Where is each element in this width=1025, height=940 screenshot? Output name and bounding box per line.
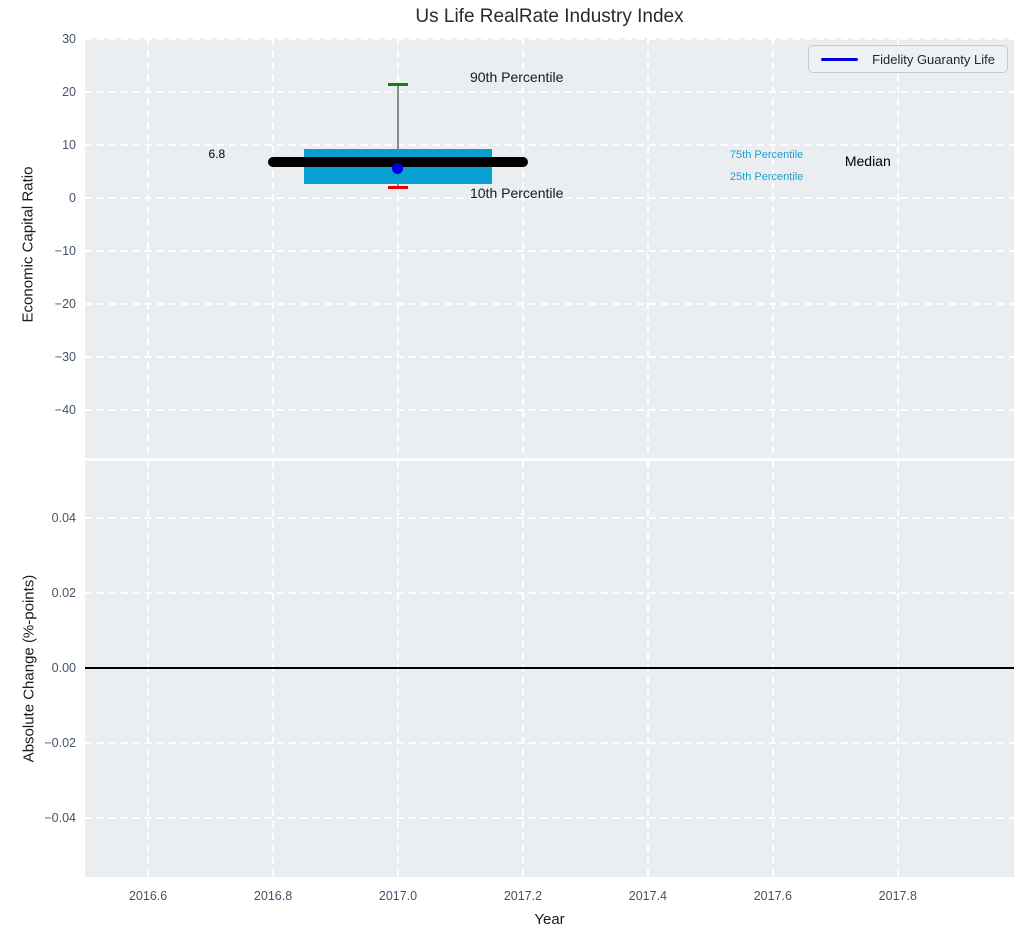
top-plot-area: 6.8 90th Percentile 10th Percentile 75th Pe…	[85, 38, 1014, 458]
top-ytick-label: −20	[54, 297, 76, 312]
gridline-horizontal	[85, 517, 1014, 520]
annotation-p25-label: 25th Percentile	[729, 170, 804, 183]
xtick-label: 2017.0	[378, 889, 418, 903]
xtick-label: 2016.8	[253, 889, 293, 903]
top-ytick-label: −40	[54, 403, 76, 418]
zero-line	[85, 667, 1014, 670]
xtick-label: 2017.8	[878, 889, 917, 903]
bottom-ytick-label: −0.02	[44, 736, 76, 751]
whisker-line	[397, 84, 399, 187]
gridline-horizontal	[85, 356, 1014, 359]
gridline-horizontal	[85, 144, 1014, 147]
gridline-horizontal	[85, 592, 1014, 595]
gridline-horizontal	[85, 197, 1014, 200]
median-line	[268, 157, 528, 168]
gridline-horizontal	[85, 303, 1014, 306]
bottom-ytick-label: 0.00	[51, 661, 76, 676]
top-ytick-label: −30	[54, 350, 76, 365]
gridline-vertical	[771, 38, 774, 458]
p90-whisker-cap	[388, 82, 408, 86]
legend-label: Fidelity Guaranty Life	[872, 51, 995, 67]
gridline-vertical	[896, 38, 899, 458]
legend-line-sample	[821, 57, 859, 61]
gridline-vertical	[646, 38, 649, 458]
company-point	[392, 163, 404, 175]
bottom-plot-area	[85, 461, 1014, 877]
annotation-median-label: Median	[844, 153, 891, 170]
top-ytick-label: 20	[62, 85, 76, 100]
top-ytick-label: −10	[54, 244, 76, 259]
gridline-horizontal	[85, 742, 1014, 745]
gridline-vertical	[521, 38, 524, 458]
legend: Fidelity Guaranty Life	[808, 45, 1008, 73]
gridline-horizontal	[85, 91, 1014, 94]
xtick-label: 2017.2	[503, 889, 543, 903]
gridline-vertical	[147, 38, 150, 458]
bottom-ytick-label: 0.02	[51, 586, 76, 601]
gridline-horizontal	[85, 38, 1014, 41]
annotation-p90-label: 90th Percentile	[469, 69, 564, 86]
bottom-ytick-label: −0.04	[44, 811, 76, 826]
chart-title: Us Life RealRate Industry Index	[415, 6, 684, 27]
annotation-p10-label: 10th Percentile	[469, 184, 564, 201]
xtick-label: 2017.4	[628, 889, 668, 903]
gridline-vertical	[396, 38, 399, 458]
top-ytick-label: 10	[62, 138, 76, 153]
xtick-label: 2016.6	[128, 889, 168, 903]
annotation-median-value-label: 6.8	[208, 147, 226, 162]
xtick-label: 2017.6	[753, 889, 792, 903]
top-ytick-label: 0	[69, 191, 76, 206]
gridline-vertical	[272, 38, 275, 458]
annotation-p75-label: 75th Percentile	[729, 149, 804, 162]
p10-whisker-cap	[388, 185, 408, 189]
bottom-ytick-label: 0.04	[51, 511, 76, 526]
gridline-horizontal	[85, 250, 1014, 253]
gridline-horizontal	[85, 817, 1014, 820]
x-axis-label: Year	[534, 911, 565, 928]
top-ytick-label: 30	[62, 32, 76, 47]
gridline-horizontal	[85, 409, 1014, 412]
